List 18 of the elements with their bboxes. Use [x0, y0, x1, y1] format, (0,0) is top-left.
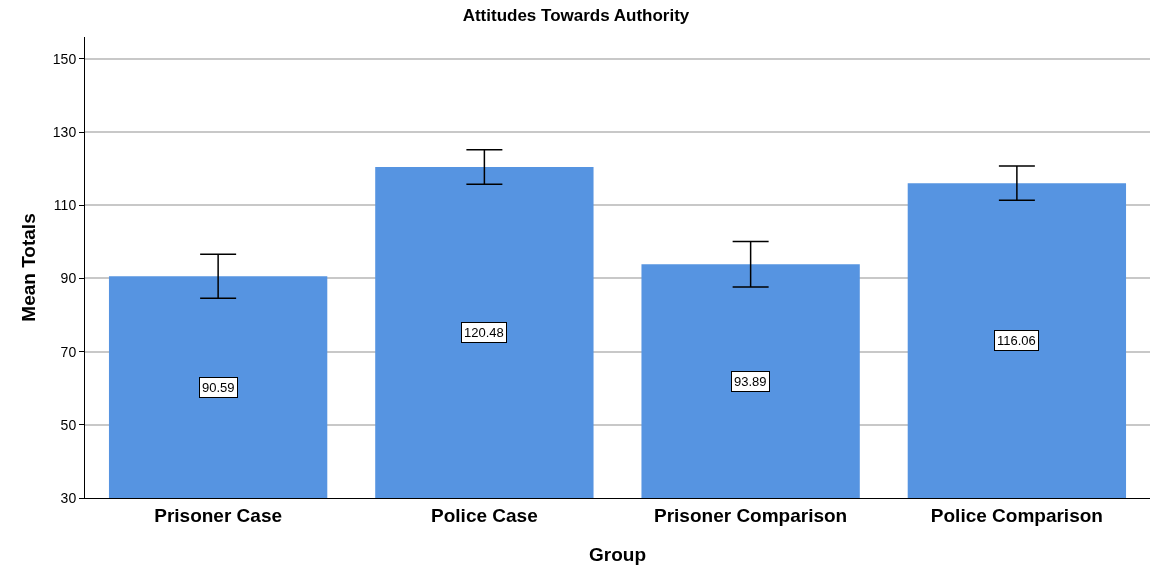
y-tick-label: 130 — [52, 124, 77, 141]
data-label: 93.89 — [734, 374, 767, 389]
x-tick-label: Police Comparison — [930, 504, 1103, 526]
data-label: 90.59 — [202, 380, 235, 395]
data-label: 120.48 — [464, 325, 504, 340]
y-tick-label: 50 — [60, 416, 77, 433]
y-tick-label: 30 — [60, 489, 77, 506]
y-tick-label: 150 — [52, 50, 77, 67]
x-tick-label: Police Case — [431, 504, 538, 526]
data-label: 116.06 — [997, 333, 1036, 348]
y-tick-label: 110 — [53, 197, 77, 214]
x-tick-label: Prisoner Case — [154, 504, 283, 526]
x-axis-title: Group — [589, 543, 646, 565]
chart-title: Attitudes Towards Authority — [462, 5, 690, 25]
y-tick-label: 70 — [60, 343, 77, 360]
y-tick-label: 90 — [60, 270, 77, 287]
x-tick-label: Prisoner Comparison — [654, 504, 848, 526]
y-axis-title: Mean Totals — [17, 213, 39, 322]
